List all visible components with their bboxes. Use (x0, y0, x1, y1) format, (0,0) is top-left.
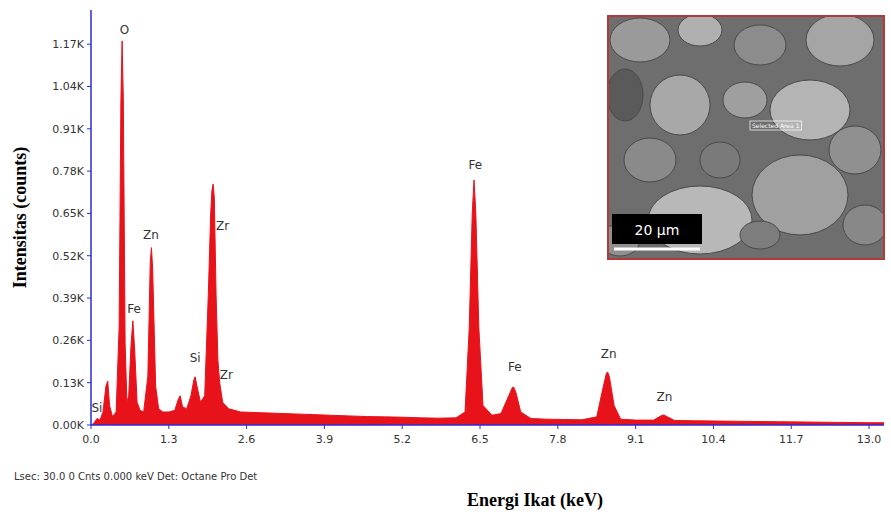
sem-particle (829, 126, 881, 174)
y-tick-label: 0.39K (52, 292, 84, 305)
x-tick-label: 11.7 (779, 433, 804, 446)
x-tick (324, 425, 325, 429)
sem-particle (734, 25, 786, 65)
x-tick-label: 6.5 (471, 433, 489, 446)
chart: 0.00K 0.13K 0.26K 0.39K 0.52K 0.65K 0.78K 0.91K… (0, 0, 891, 519)
sem-particle (624, 138, 676, 182)
inset-border (608, 16, 884, 259)
x-tick-label: 3.9 (316, 433, 334, 446)
scale-bar-label: 20 μm (635, 222, 680, 238)
area-box (750, 121, 802, 130)
x-tick (557, 425, 558, 429)
y-tick-label: 0.65K (52, 207, 84, 220)
y-tick-label: 0.26K (52, 334, 84, 347)
x-tick-label: 5.2 (393, 433, 411, 446)
y-tick-label: 0.00K (52, 419, 84, 432)
sem-particle (740, 221, 780, 249)
x-tick (246, 425, 247, 429)
x-tick (168, 425, 169, 429)
peak-label: Fe (508, 360, 522, 374)
spectrum (91, 41, 884, 425)
y-tick-label: 1.04K (52, 80, 84, 93)
scale-bar-box (612, 214, 702, 244)
x-axis (91, 424, 884, 426)
y-tick (87, 128, 91, 129)
y-tick (87, 255, 91, 256)
x-tick-label: 9.1 (627, 433, 645, 446)
sem-particle (608, 69, 643, 121)
sem-particle (843, 205, 884, 245)
area-label: Selected Area 1 (752, 122, 800, 129)
x-tick (480, 425, 481, 429)
x-tick (713, 425, 714, 429)
peak-label: O (120, 23, 129, 37)
x-tick (791, 425, 792, 429)
y-tick (87, 382, 91, 383)
sem-particle (700, 142, 740, 178)
peak-label: Si (190, 351, 201, 365)
x-tick-label: 1.3 (160, 433, 178, 446)
y-tick-label: 0.78K (52, 165, 84, 178)
y-tick (87, 171, 91, 172)
y-tick-label: 0.52K (52, 250, 84, 263)
peak-label: Fe (127, 302, 141, 316)
y-axis-title: Intensitas (counts) (10, 147, 31, 289)
x-tick (635, 425, 636, 429)
y-tick (87, 86, 91, 87)
y-tick (87, 425, 91, 426)
sem-particle (610, 18, 670, 62)
x-axis-title: Energi Ikat (keV) (467, 490, 603, 511)
sem-particle (650, 75, 710, 135)
y-tick (87, 340, 91, 341)
sem-particle (723, 82, 767, 118)
peak-label: Zn (656, 390, 672, 404)
sem-particle (678, 16, 722, 46)
peak-label: Si (92, 401, 103, 415)
x-tick (402, 425, 403, 429)
y-tick-label: 0.13K (52, 377, 84, 390)
x-tick-label: 13.0 (857, 433, 882, 446)
scale-bar (614, 248, 700, 251)
peak-label: Zn (143, 228, 159, 242)
x-tick (869, 425, 870, 429)
sem-particle (806, 16, 874, 66)
sem-inset: Selected Area 1 20 μm (600, 14, 887, 259)
x-tick-label: 2.6 (238, 433, 256, 446)
x-tick-label: 10.4 (701, 433, 726, 446)
x-tick-label: 7.8 (549, 433, 567, 446)
y-tick-label: 1.17K (52, 38, 84, 51)
peak-label: Zr (216, 219, 229, 233)
y-tick (87, 298, 91, 299)
plot-area (91, 41, 884, 425)
x-tick-label: 0.0 (82, 433, 100, 446)
sem-particle (770, 80, 850, 140)
sem-particles (608, 16, 884, 256)
peak-label: Fe (468, 158, 482, 172)
y-axis (90, 10, 92, 425)
footer: Lsec: 30.0 0 Cnts 0.000 keV Det: Octane … (14, 471, 257, 482)
peak-label: Zn (601, 347, 617, 361)
y-tick (87, 44, 91, 45)
peak-label: Zr (220, 368, 233, 382)
y-tick (87, 213, 91, 214)
x-tick (91, 425, 92, 429)
y-tick-label: 0.91K (52, 123, 84, 136)
